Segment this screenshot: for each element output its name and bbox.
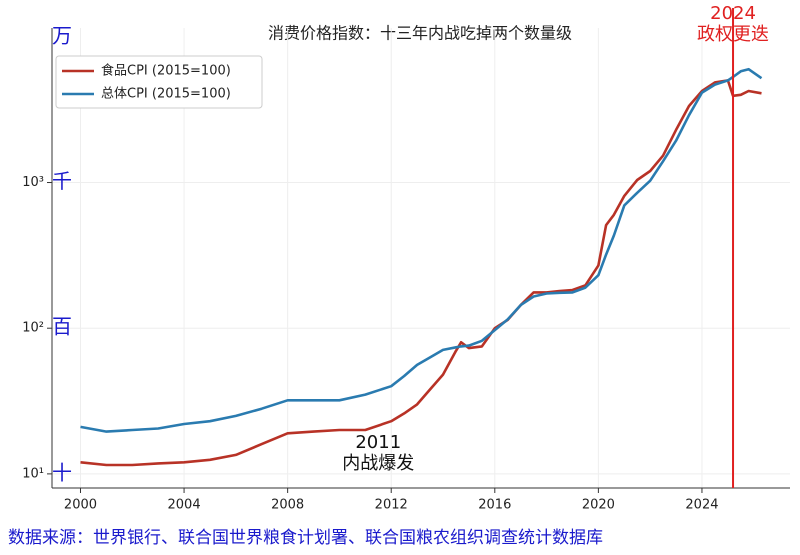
x-tick-label: 2012 <box>375 498 408 513</box>
source-note: 数据来源：世界银行、联合国世界粮食计划署、联合国粮农组织调查统计数据库 <box>8 528 603 548</box>
x-tick-label: 2020 <box>582 498 615 513</box>
annotation: 2024 <box>710 3 756 24</box>
series-line <box>80 67 763 433</box>
x-tick-label: 2008 <box>271 498 304 513</box>
legend-label: 食品CPI (2015=100) <box>101 63 231 79</box>
x-tick-label: 2000 <box>64 498 97 513</box>
x-tick-label: 2016 <box>478 498 511 513</box>
chart-title: 消费价格指数：十三年内战吃掉两个数量级 <box>268 24 572 43</box>
x-tick-label: 2004 <box>168 498 201 513</box>
annotation: 内战爆发 <box>342 453 414 474</box>
x-tick-label: 2024 <box>685 498 718 513</box>
y-unit-label: 千 <box>52 169 72 193</box>
y-tick-label: 10² <box>22 321 44 336</box>
y-tick-label: 10³ <box>22 175 44 190</box>
series-line <box>80 79 762 467</box>
y-unit-label: 万 <box>52 23 72 47</box>
legend-label: 总体CPI (2015=100) <box>101 87 231 102</box>
legend-box <box>55 55 263 109</box>
y-tick-label: 10¹ <box>22 466 44 481</box>
y-unit-label: 百 <box>52 315 72 339</box>
annotation: 政权更迭 <box>697 24 769 45</box>
annotation: 2011 <box>355 432 401 453</box>
y-unit-label: 十 <box>52 460 72 484</box>
